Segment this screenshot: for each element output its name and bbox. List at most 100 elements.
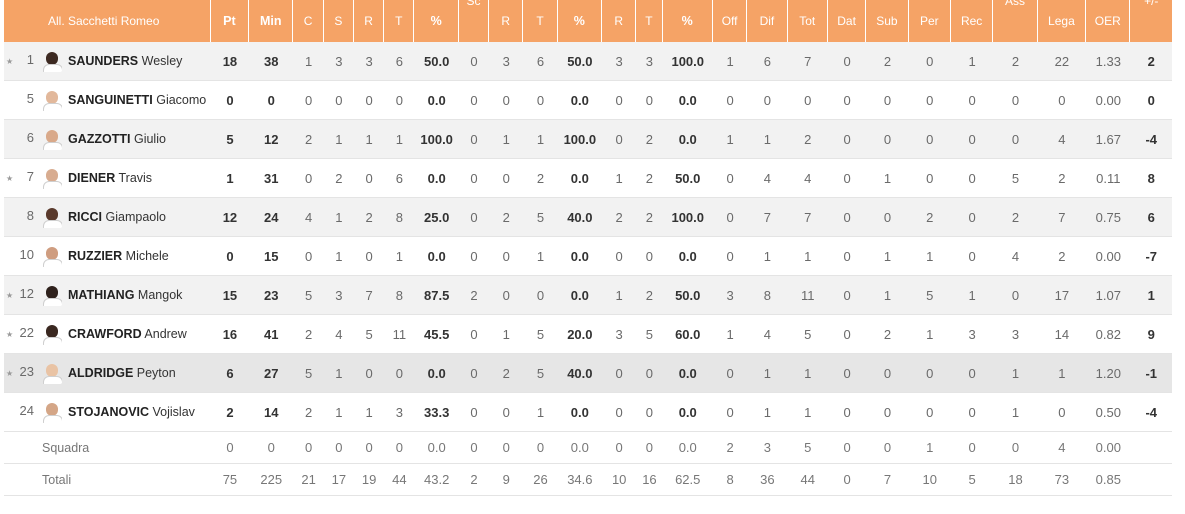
player-cell[interactable]: ★ 7 DIENER Travis — [4, 159, 211, 198]
stat-cell: 0.0 — [557, 276, 603, 315]
col-per[interactable]: Per — [908, 0, 951, 42]
player-cell[interactable]: 8 RICCI Giampaolo — [4, 198, 211, 237]
col-s[interactable]: S — [323, 0, 354, 42]
player-cell[interactable]: ★ 12 MATHIANG Mangok — [4, 276, 211, 315]
stat-cell: 5 — [523, 198, 558, 237]
stat-cell: 34.6 — [557, 464, 603, 496]
player-cell[interactable]: 5 SANGUINETTI Giacomo — [4, 81, 211, 120]
player-name[interactable]: GAZZOTTI Giulio — [68, 132, 166, 146]
jersey-number: 5 — [26, 91, 34, 107]
player-row[interactable]: ★ 23 ALDRIDGE Peyton 6 27 5 1 0 0 0.0 0 2 5 40.0 0 0 0.0… — [4, 354, 1172, 393]
stat-cell: 8 — [384, 276, 415, 315]
stat-cell: 1 — [210, 159, 250, 198]
col-r3[interactable]: R — [602, 0, 637, 42]
player-row[interactable]: 5 SANGUINETTI Giacomo 0 0 0 0 0 0 0.0 0 0 0 0.0 0 0 0.0… — [4, 81, 1172, 120]
player-firstname: Mangok — [137, 288, 183, 302]
col-min[interactable]: Min — [249, 0, 294, 42]
stat-cell: 40.0 — [557, 354, 603, 393]
player-name[interactable]: CRAWFORD Andrew — [68, 327, 187, 341]
stat-cell: 36 — [747, 464, 788, 496]
player-row[interactable]: ★ 1 SAUNDERS Wesley 18 38 1 3 3 6 50.0 0 3 6 50.0 3 3 10… — [4, 42, 1172, 81]
col-sub[interactable]: Sub — [866, 0, 909, 42]
stat-cell: 8 — [1130, 159, 1172, 198]
stat-cell: 0 — [489, 81, 524, 120]
col-off[interactable]: Off — [712, 0, 748, 42]
stat-cell: 1.20 — [1086, 354, 1131, 393]
col-pct[interactable]: % — [414, 0, 459, 42]
player-row[interactable]: 10 RUZZIER Michele 0 15 0 1 0 1 0.0 0 0 1 0.0 0 0 0.0 0 1… — [4, 237, 1172, 276]
player-row[interactable]: ★ 7 DIENER Travis 1 31 0 2 0 6 0.0 0 0 2 0.0 1 2 50.0 0 4 4… — [4, 159, 1172, 198]
stat-cell: 0 — [458, 198, 490, 237]
stat-cell: 3 — [993, 315, 1038, 354]
stat-cell: 0 — [523, 276, 558, 315]
stat-cell: 0 — [293, 237, 324, 276]
col-pct2[interactable]: % — [557, 0, 603, 42]
stat-cell: 0.0 — [414, 237, 459, 276]
col-r2[interactable]: R — [489, 0, 524, 42]
col-sc[interactable]: Sc — [458, 0, 490, 42]
stat-cell: 2 — [787, 120, 828, 159]
col-sc-label: Sc — [466, 0, 481, 8]
stat-cell: 0 — [353, 432, 385, 464]
player-cell[interactable]: ★ 1 SAUNDERS Wesley — [4, 42, 211, 81]
col-t3[interactable]: T — [636, 0, 663, 42]
stat-cell: 1 — [353, 120, 385, 159]
player-row[interactable]: ★ 12 MATHIANG Mangok 15 23 5 3 7 8 87.5 2 0 0 0.0 1 2 50… — [4, 276, 1172, 315]
stat-cell: 5 — [523, 354, 558, 393]
player-row[interactable]: 24 STOJANOVIC Vojislav 2 14 2 1 1 3 33.3 0 0 1 0.0 0 0… — [4, 393, 1172, 432]
player-photo — [42, 401, 62, 423]
col-dif[interactable]: Dif — [747, 0, 788, 42]
player-name[interactable]: ALDRIDGE Peyton — [68, 366, 176, 380]
stat-cell: 0 — [210, 81, 250, 120]
stat-cell: 1.07 — [1086, 276, 1131, 315]
stat-cell: 2 — [323, 159, 354, 198]
player-cell[interactable]: ★ 22 CRAWFORD Andrew — [4, 315, 211, 354]
player-cell[interactable]: 6 GAZZOTTI Giulio — [4, 120, 211, 159]
col-r[interactable]: R — [353, 0, 385, 42]
jersey-number: 7 — [26, 169, 34, 185]
player-cell[interactable]: ★ 23 ALDRIDGE Peyton — [4, 354, 211, 393]
player-name[interactable]: RICCI Giampaolo — [68, 210, 166, 224]
header-row: All. Sacchetti Romeo Pt Min C S R T % Sc… — [4, 0, 1172, 42]
col-ass[interactable]: Ass — [993, 0, 1038, 42]
player-row[interactable]: 8 RICCI Giampaolo 12 24 4 1 2 8 25.0 0 2 5 40.0 2 2 100… — [4, 198, 1172, 237]
stat-cell: 0.0 — [662, 432, 713, 464]
stat-cell: 1 — [950, 42, 994, 81]
player-cell[interactable]: 10 RUZZIER Michele — [4, 237, 211, 276]
col-t2[interactable]: T — [523, 0, 558, 42]
stat-cell: 5 — [293, 276, 324, 315]
player-surname: DIENER — [68, 171, 116, 185]
player-name[interactable]: STOJANOVIC Vojislav — [68, 405, 195, 419]
stat-cell: 22 — [1037, 42, 1087, 81]
stat-cell: 0.0 — [662, 354, 713, 393]
col-lega[interactable]: Lega — [1037, 0, 1087, 42]
stat-cell: 0.0 — [662, 393, 713, 432]
col-c[interactable]: C — [293, 0, 324, 42]
stat-cell: 1 — [523, 393, 558, 432]
player-name[interactable]: DIENER Travis — [68, 171, 152, 185]
col-rec[interactable]: Rec — [950, 0, 994, 42]
col-oer[interactable]: OER — [1086, 0, 1131, 42]
col-tot[interactable]: Tot — [787, 0, 828, 42]
team-name-header[interactable]: All. Sacchetti Romeo — [4, 0, 211, 42]
stat-cell: 43.2 — [414, 464, 459, 496]
stat-cell: 9 — [1130, 315, 1172, 354]
player-name[interactable]: SANGUINETTI Giacomo — [68, 93, 206, 107]
col-t[interactable]: T — [384, 0, 415, 42]
player-name[interactable]: SAUNDERS Wesley — [68, 54, 182, 68]
stat-cell: 2 — [636, 198, 663, 237]
jersey-number: 8 — [26, 208, 34, 224]
col-dat[interactable]: Dat — [827, 0, 867, 42]
stat-cell — [1130, 464, 1172, 496]
stat-cell: 0 — [636, 393, 663, 432]
col-pct3[interactable]: % — [662, 0, 713, 42]
player-name[interactable]: RUZZIER Michele — [68, 249, 169, 263]
stat-cell: 0.50 — [1086, 393, 1131, 432]
col-pt[interactable]: Pt — [210, 0, 250, 42]
player-row[interactable]: 6 GAZZOTTI Giulio 5 12 2 1 1 1 100.0 0 1 1 100.0 0 2 0.… — [4, 120, 1172, 159]
col-plusminus[interactable]: +/- — [1130, 0, 1172, 42]
player-name[interactable]: MATHIANG Mangok — [68, 288, 182, 302]
player-row[interactable]: ★ 22 CRAWFORD Andrew 16 41 2 4 5 11 45.5 0 1 5 20.0 3 5… — [4, 315, 1172, 354]
player-surname: SAUNDERS — [68, 54, 139, 68]
player-cell[interactable]: 24 STOJANOVIC Vojislav — [4, 393, 211, 432]
